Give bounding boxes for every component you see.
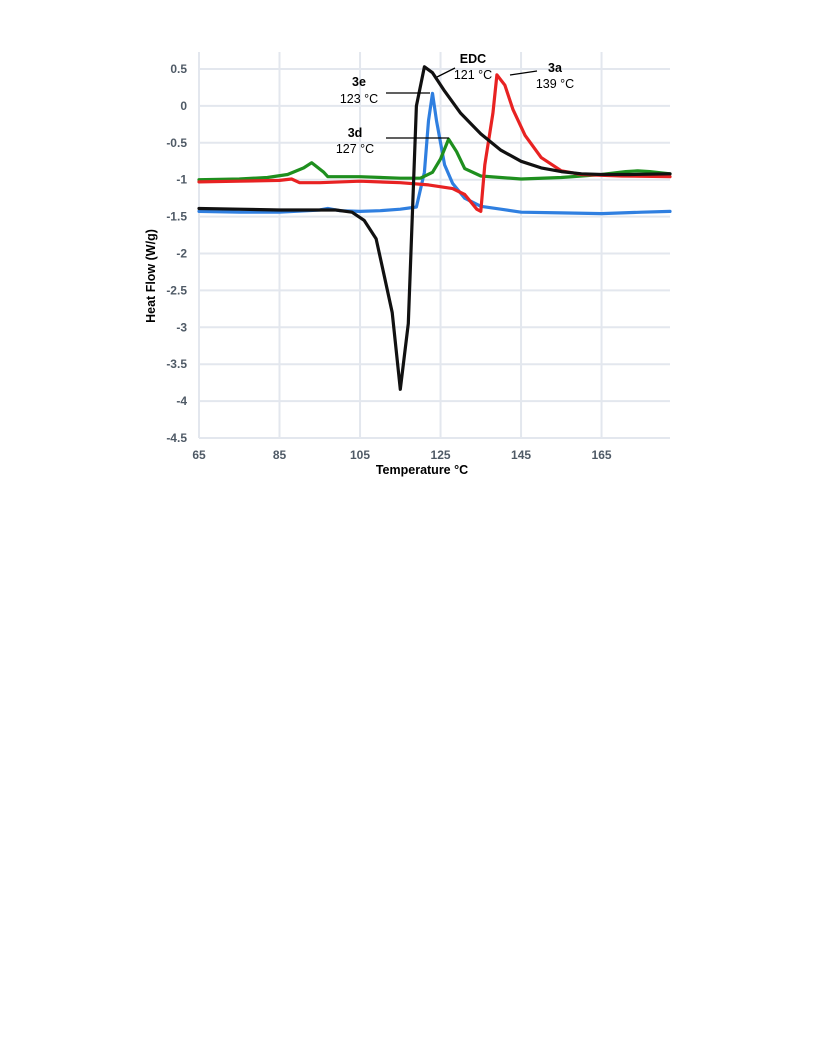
x-tick-label: 125 [431,448,451,462]
x-tick-label: 85 [273,448,287,462]
x-tick-label: 145 [511,448,531,462]
x-tick-labels: 65 85 105 125 145 165 [192,448,612,462]
series-lines [197,65,672,391]
annotation-edc-temp: 121 °C [454,68,492,82]
y-tick-label: -3.5 [166,357,187,371]
series-line-4 [197,65,672,391]
y-tick-label: -2 [176,247,187,261]
y-tick-label: -4.5 [166,431,187,445]
annotation-3d-temp: 127 °C [336,142,374,156]
y-tick-labels: 0.5 0 -0.5 -1 -1.5 -2 -2.5 -3 -3.5 -4 -4.5 [166,62,187,445]
x-tick-label: 65 [192,448,206,462]
y-tick-label: -0.5 [166,136,187,150]
y-tick-label: 0 [180,99,187,113]
y-axis-title: Heat Flow (W/g) [144,229,158,323]
annotation-3a-temp: 139 °C [536,77,574,91]
leader-3a [509,70,538,76]
annotation-3a-name: 3a [548,61,563,75]
annotation-edc-name: EDC [460,52,486,66]
leader-edc [436,67,456,78]
y-tick-label: 0.5 [170,62,187,76]
x-tick-label: 105 [350,448,370,462]
y-tick-label: -3 [176,320,187,334]
annotation-3e-name: 3e [352,75,366,89]
series-line-1 [197,91,672,216]
series-line-3 [197,73,672,213]
x-tick-label: 165 [592,448,612,462]
annotation-leaders [386,67,538,139]
y-tick-label: -1 [176,173,187,187]
y-tick-label: -1.5 [166,210,187,224]
x-axis-title: Temperature °C [376,463,468,477]
y-tick-label: -4 [176,394,187,408]
y-tick-label: -2.5 [166,283,187,297]
peak-annotations: EDC 121 °C 3a 139 °C 3e 123 °C 3d 127 °C [336,52,574,156]
annotation-3d-name: 3d [348,126,363,140]
annotation-3e-temp: 123 °C [340,92,378,106]
